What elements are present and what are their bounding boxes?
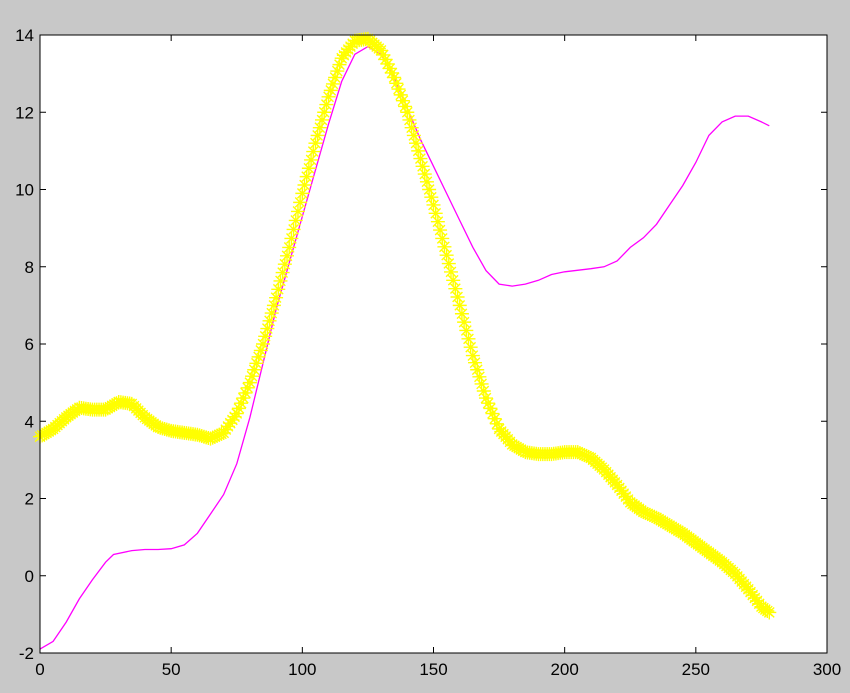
x-tick-label: 250	[682, 660, 710, 679]
y-tick-label: 14	[15, 26, 34, 45]
y-tick-label: 10	[15, 181, 34, 200]
y-tick-label: 4	[25, 412, 34, 431]
y-tick-label: 0	[25, 567, 34, 586]
series-1-marker	[289, 213, 303, 227]
series-1-marker	[291, 204, 305, 218]
x-tick-label: 300	[813, 660, 841, 679]
series-1-marker	[282, 240, 296, 254]
series-1-marker	[293, 195, 307, 209]
y-tick-label: 6	[25, 335, 34, 354]
x-tick-label: 100	[288, 660, 316, 679]
y-tick-label: 8	[25, 258, 34, 277]
y-tick-label: -2	[19, 644, 34, 663]
y-tick-label: 2	[25, 490, 34, 509]
y-tick-label: 12	[15, 103, 34, 122]
x-tick-label: 150	[419, 660, 447, 679]
series-1-marker	[287, 222, 301, 236]
x-tick-label: 0	[35, 660, 44, 679]
series-1-marker	[284, 231, 298, 245]
x-tick-label: 200	[550, 660, 578, 679]
x-tick-label: 50	[162, 660, 181, 679]
